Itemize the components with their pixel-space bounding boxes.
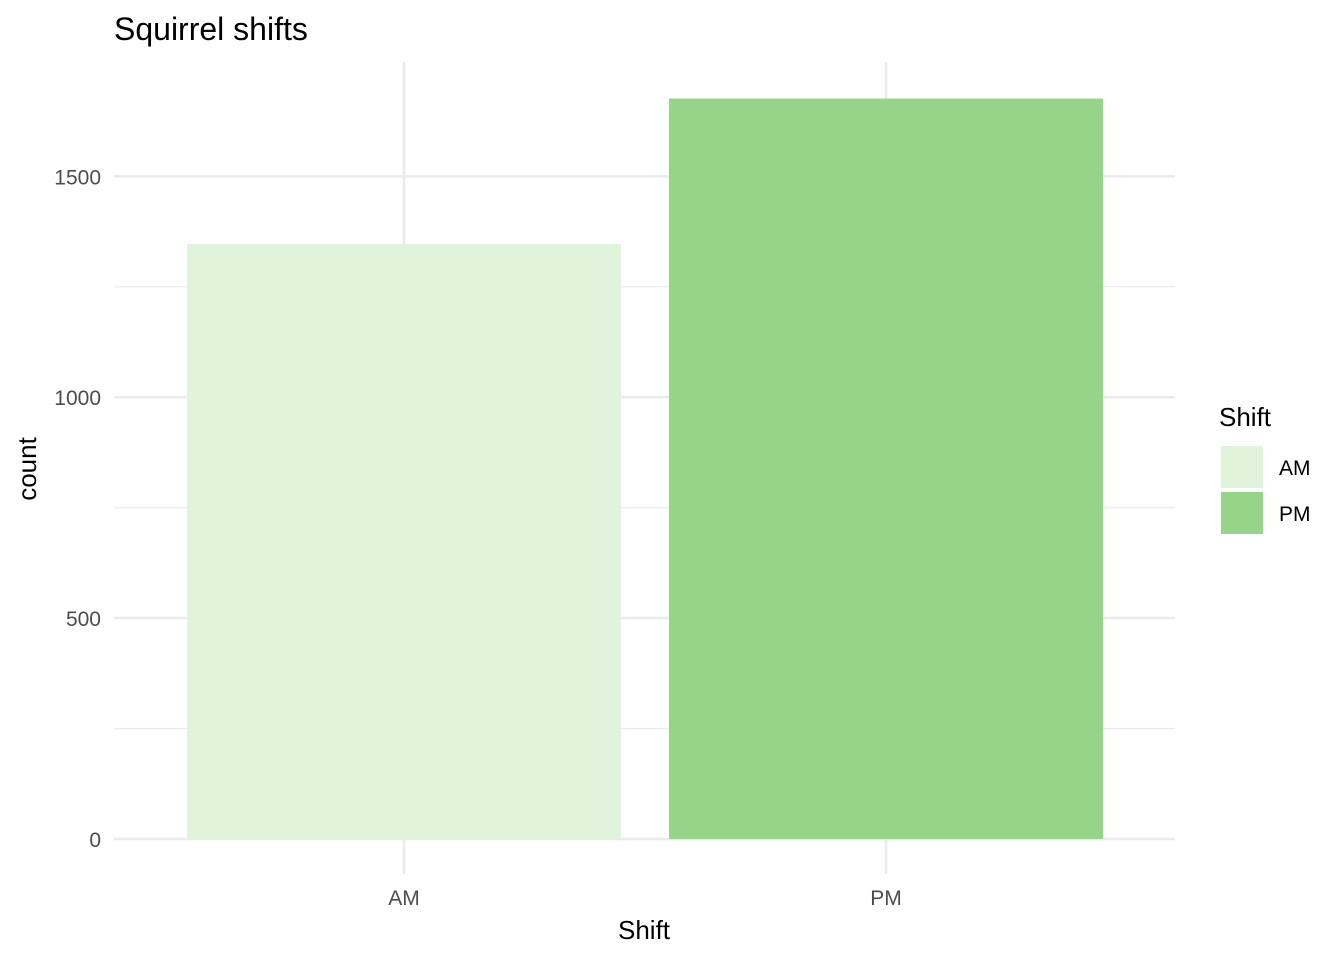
legend: Shift AM PM <box>1219 402 1311 534</box>
y-tick-label: 1500 <box>54 166 101 189</box>
bar-am <box>187 243 621 840</box>
bar-pm <box>669 98 1103 839</box>
y-tick-label: 0 <box>89 829 101 852</box>
legend-label-pm: PM <box>1279 503 1311 526</box>
legend-key-am <box>1221 446 1263 488</box>
y-tick-label: 500 <box>66 608 101 631</box>
legend-key-pm <box>1221 492 1263 534</box>
bars <box>187 98 1103 840</box>
legend-label-am: AM <box>1279 457 1311 480</box>
chart-title: Squirrel shifts <box>114 11 308 47</box>
legend-title: Shift <box>1219 402 1272 432</box>
x-tick-label: AM <box>388 887 420 910</box>
x-tick-label: PM <box>870 887 902 910</box>
y-tick-label: 1000 <box>54 387 101 410</box>
y-axis-ticks: 0 500 1000 1500 <box>54 166 101 852</box>
y-axis-title: count <box>12 436 42 500</box>
x-axis-title: Shift <box>618 915 671 945</box>
x-axis-ticks: AM PM <box>388 887 902 910</box>
